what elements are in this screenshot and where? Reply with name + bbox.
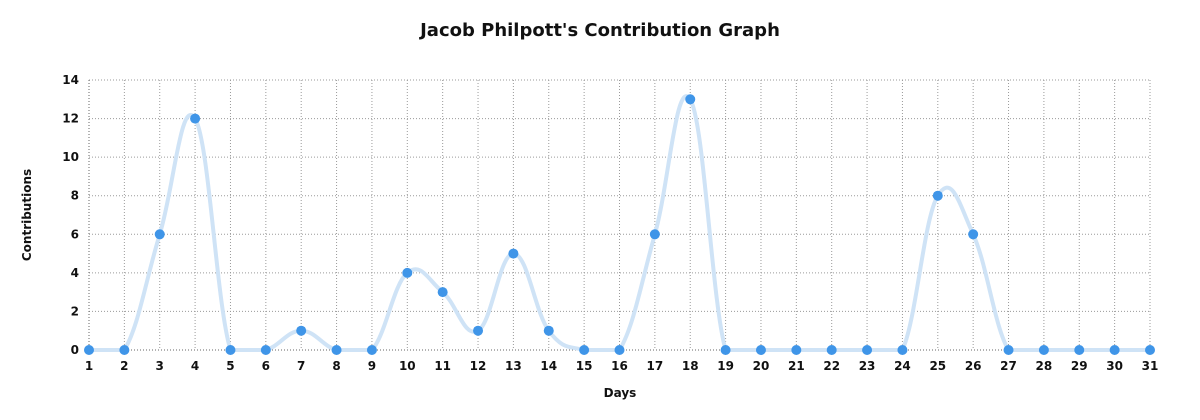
x-tick-label: 11	[434, 359, 451, 373]
x-tick-label: 31	[1142, 359, 1159, 373]
x-tick-label: 20	[753, 359, 770, 373]
x-tick-label: 6	[262, 359, 270, 373]
x-tick-label: 1	[85, 359, 93, 373]
x-tick-label: 30	[1106, 359, 1123, 373]
x-tick-label: 19	[717, 359, 734, 373]
data-point	[826, 345, 837, 355]
data-point	[473, 325, 484, 336]
x-tick-label: 26	[965, 359, 982, 373]
data-point	[296, 325, 307, 336]
x-tick-label: 29	[1071, 359, 1088, 373]
x-tick-label: 9	[368, 359, 376, 373]
y-tick-label: 6	[71, 227, 79, 241]
x-tick-label: 27	[1000, 359, 1017, 373]
data-point	[791, 345, 802, 355]
data-point	[190, 113, 201, 124]
data-point	[260, 345, 271, 355]
data-point	[649, 229, 660, 240]
x-tick-label: 24	[894, 359, 911, 373]
series-line-layer	[87, 94, 1152, 352]
x-tick-label: 3	[156, 359, 164, 373]
x-tick-label: 23	[859, 359, 876, 373]
data-point	[579, 345, 590, 355]
x-tick-label: 8	[332, 359, 340, 373]
data-points	[84, 94, 1155, 355]
x-tick-label: 4	[191, 359, 199, 373]
x-tick-label: 15	[576, 359, 593, 373]
x-tick-label: 12	[470, 359, 487, 373]
x-tick-label: 17	[647, 359, 664, 373]
data-point	[862, 345, 873, 355]
data-point	[402, 267, 413, 278]
data-point	[543, 325, 554, 336]
contributions-series-line	[87, 94, 1152, 352]
data-point	[331, 345, 342, 355]
y-tick-label: 0	[71, 343, 79, 357]
x-tick-label: 25	[929, 359, 946, 373]
data-point	[84, 345, 94, 355]
y-axis-label: Contributions	[20, 169, 34, 261]
data-point	[685, 94, 696, 105]
data-point	[932, 190, 943, 201]
x-tick-label: 7	[297, 359, 305, 373]
y-tick-label: 12	[62, 112, 79, 126]
y-tick-label: 4	[71, 266, 79, 280]
x-tick-label: 18	[682, 359, 699, 373]
data-point	[720, 345, 731, 355]
x-tick-label: 14	[540, 359, 557, 373]
x-tick-label: 10	[399, 359, 416, 373]
y-tick-label: 2	[71, 304, 79, 318]
data-point	[614, 345, 625, 355]
y-axis-ticks: 0 2 4 6 8 10 12 14	[62, 73, 79, 357]
x-tick-label: 13	[505, 359, 522, 373]
y-tick-label: 10	[62, 150, 79, 164]
x-tick-label: 28	[1036, 359, 1053, 373]
y-tick-label: 8	[71, 189, 79, 203]
x-tick-label: 22	[823, 359, 840, 373]
data-point	[897, 345, 908, 355]
data-point	[1074, 345, 1085, 355]
data-point	[508, 248, 519, 259]
x-tick-label: 21	[788, 359, 805, 373]
data-point	[119, 345, 130, 355]
x-axis-label: Days	[604, 386, 637, 400]
data-point	[968, 229, 979, 240]
data-point	[1145, 345, 1155, 355]
x-tick-label: 2	[120, 359, 128, 373]
data-point	[154, 229, 165, 240]
data-point	[437, 287, 448, 298]
y-tick-label: 14	[62, 73, 79, 87]
data-point	[366, 345, 377, 355]
data-point	[1003, 345, 1014, 355]
data-point	[1038, 345, 1049, 355]
x-tick-label: 16	[611, 359, 628, 373]
data-point	[755, 345, 766, 355]
data-point	[1109, 345, 1120, 355]
chart-title: Jacob Philpott's Contribution Graph	[420, 20, 780, 41]
data-point	[225, 345, 236, 355]
grid-lines	[88, 79, 1151, 351]
x-axis-ticks: 1 2 3 4 5 6 7 8 9 10 11 12 13 14 15 16 17 18 19 20 21 22 23 24 2…	[85, 359, 1159, 373]
x-tick-label: 5	[226, 359, 234, 373]
